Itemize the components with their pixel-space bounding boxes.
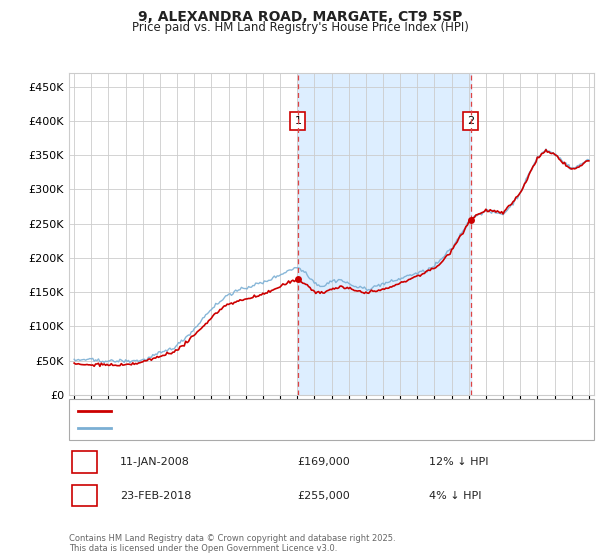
Text: 4% ↓ HPI: 4% ↓ HPI bbox=[429, 491, 482, 501]
Text: 9, ALEXANDRA ROAD, MARGATE, CT9 5SP (semi-detached house): 9, ALEXANDRA ROAD, MARGATE, CT9 5SP (sem… bbox=[120, 405, 460, 416]
Text: 1: 1 bbox=[295, 116, 301, 126]
Text: 23-FEB-2018: 23-FEB-2018 bbox=[120, 491, 191, 501]
Text: £169,000: £169,000 bbox=[297, 457, 350, 467]
Text: £255,000: £255,000 bbox=[297, 491, 350, 501]
Text: 9, ALEXANDRA ROAD, MARGATE, CT9 5SP: 9, ALEXANDRA ROAD, MARGATE, CT9 5SP bbox=[138, 10, 462, 24]
Text: HPI: Average price, semi-detached house, Thanet: HPI: Average price, semi-detached house,… bbox=[120, 423, 378, 433]
Text: 11-JAN-2008: 11-JAN-2008 bbox=[120, 457, 190, 467]
Text: Contains HM Land Registry data © Crown copyright and database right 2025.
This d: Contains HM Land Registry data © Crown c… bbox=[69, 534, 395, 553]
Bar bbox=[298, 73, 471, 395]
Text: 1: 1 bbox=[81, 457, 88, 467]
Text: 12% ↓ HPI: 12% ↓ HPI bbox=[429, 457, 488, 467]
Text: 2: 2 bbox=[81, 491, 88, 501]
Text: Price paid vs. HM Land Registry's House Price Index (HPI): Price paid vs. HM Land Registry's House … bbox=[131, 21, 469, 34]
Text: 2: 2 bbox=[467, 116, 475, 126]
